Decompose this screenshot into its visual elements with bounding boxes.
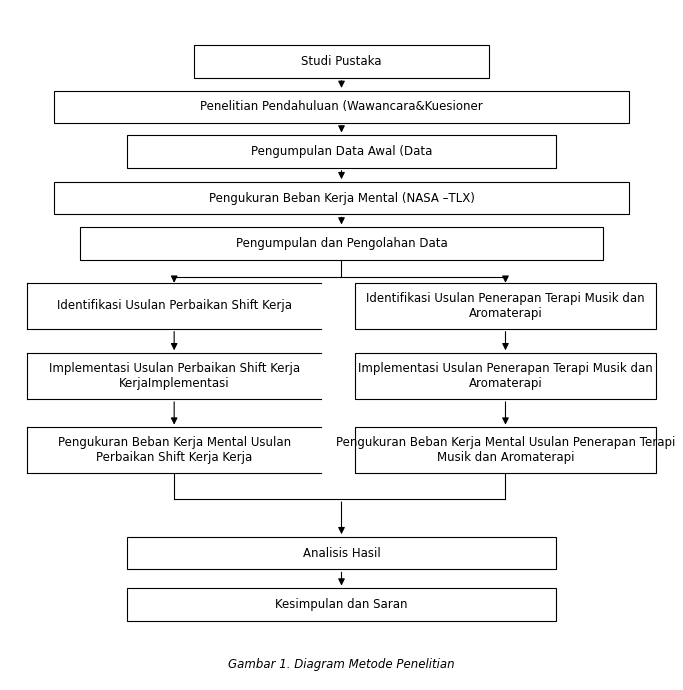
Text: Implementasi Usulan Perbaikan Shift Kerja
KerjaImplementasi: Implementasi Usulan Perbaikan Shift Kerj… [48,362,300,390]
Bar [194,46,489,78]
Text: Kesimpulan dan Saran: Kesimpulan dan Saran [275,598,408,611]
Text: Pengumpulan dan Pengolahan Data: Pengumpulan dan Pengolahan Data [236,237,447,250]
Text: Pengukuran Beban Kerja Mental Usulan Penerapan Terapi
Musik dan Aromaterapi: Pengukuran Beban Kerja Mental Usulan Pen… [336,437,675,464]
Bar [355,283,656,328]
Text: Gambar 1. Diagram Metode Penelitian: Gambar 1. Diagram Metode Penelitian [228,658,455,671]
Bar [127,135,556,168]
Text: Pengukuran Beban Kerja Mental (NASA –TLX): Pengukuran Beban Kerja Mental (NASA –TLX… [208,192,475,205]
Bar [54,91,629,124]
Text: Analisis Hasil: Analisis Hasil [303,546,380,560]
Text: Identifikasi Usulan Perbaikan Shift Kerja: Identifikasi Usulan Perbaikan Shift Kerj… [57,299,292,313]
Text: Pengukuran Beban Kerja Mental Usulan
Perbaikan Shift Kerja Kerja: Pengukuran Beban Kerja Mental Usulan Per… [57,437,291,464]
Bar [355,353,656,399]
Bar [81,227,602,260]
Text: Studi Pustaka: Studi Pustaka [301,55,382,68]
Bar [127,589,556,621]
Text: Identifikasi Usulan Penerapan Terapi Musik dan
Aromaterapi: Identifikasi Usulan Penerapan Terapi Mus… [366,292,645,319]
Bar [54,182,629,215]
Bar [127,537,556,569]
Text: Implementasi Usulan Penerapan Terapi Musik dan
Aromaterapi: Implementasi Usulan Penerapan Terapi Mus… [358,362,653,390]
Text: Penelitian Pendahuluan (Wawancara&Kuesioner: Penelitian Pendahuluan (Wawancara&Kuesio… [200,101,483,113]
Text: Pengumpulan Data Awal (Data: Pengumpulan Data Awal (Data [251,145,432,158]
Bar [355,428,656,473]
